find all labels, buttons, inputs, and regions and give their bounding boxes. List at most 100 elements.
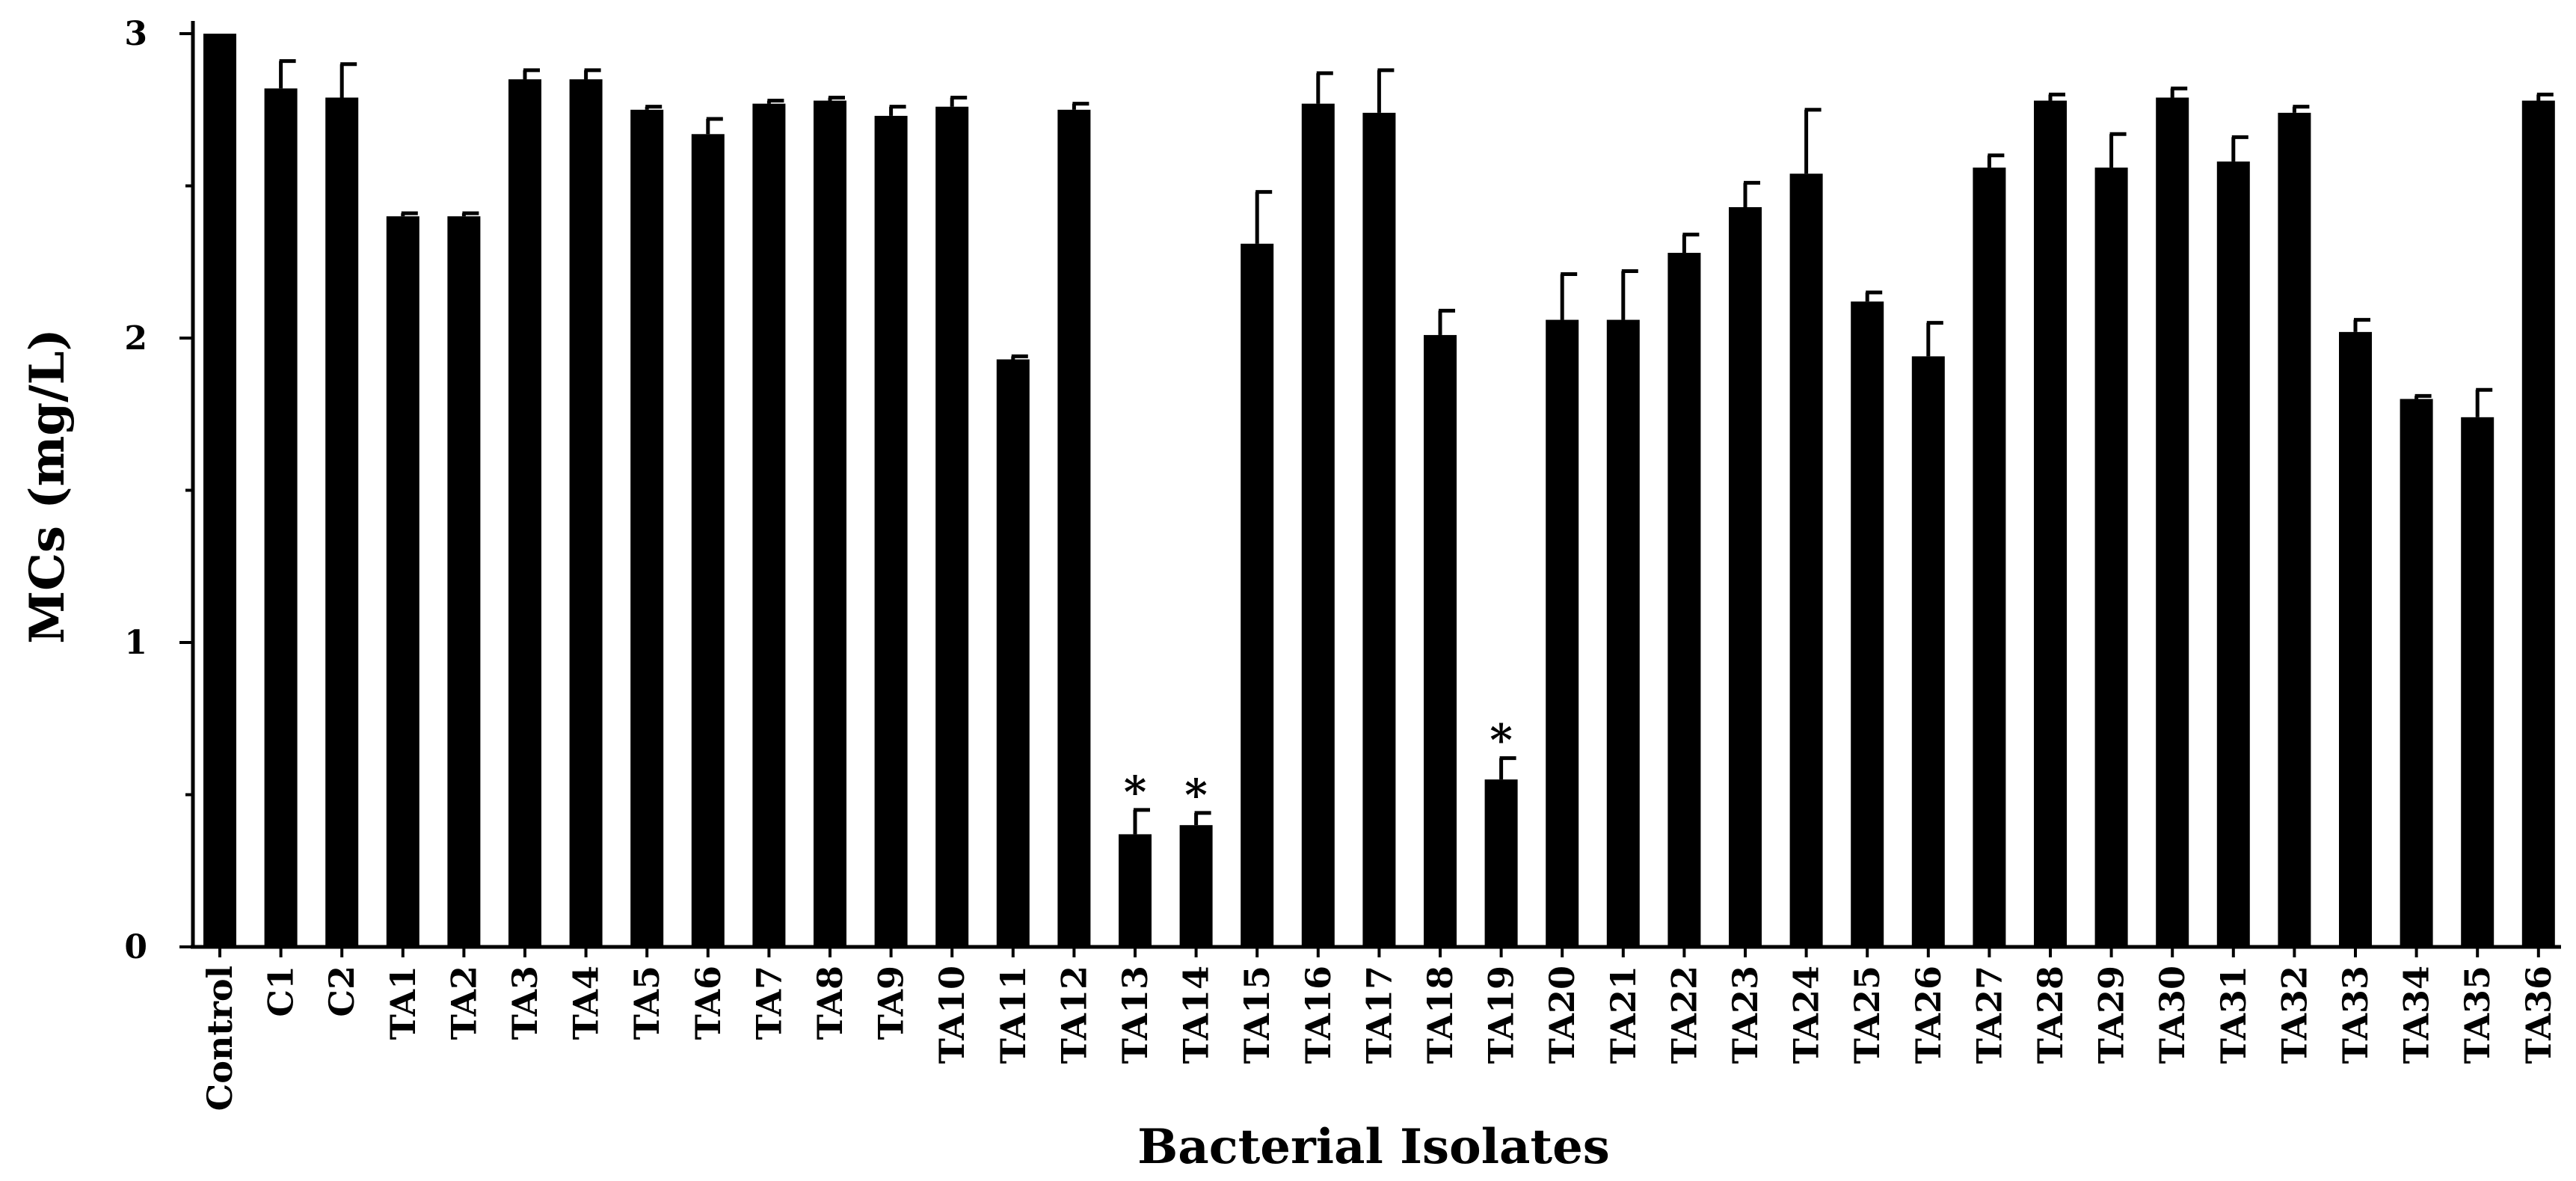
bar-ta22	[1667, 253, 1701, 947]
x-tick-label-ta19: TA19	[1481, 966, 1522, 1064]
bar-ta10	[935, 106, 969, 948]
significance-star-ta13: *	[1124, 767, 1146, 818]
significance-markers-group: * * *	[1124, 715, 1513, 820]
error-bar-ta18	[1438, 308, 1455, 335]
x-tick-label-ta17: TA17	[1359, 966, 1399, 1064]
bar-ta30	[2156, 97, 2189, 948]
bar-ta12	[1057, 109, 1091, 947]
error-bar-ta22	[1682, 233, 1700, 254]
error-bar-ta17	[1377, 68, 1395, 113]
error-bar-ta25	[1865, 290, 1883, 302]
x-tick-label-ta33: TA33	[2335, 966, 2376, 1064]
bar-ta4	[569, 79, 603, 947]
error-bar-ta2	[461, 211, 479, 217]
error-bar-ta13	[1133, 808, 1150, 835]
bar-ta7	[752, 103, 786, 948]
error-bar-ta6	[706, 117, 723, 135]
error-bar-ta12	[1072, 102, 1089, 110]
bar-ta26	[1911, 356, 1945, 947]
x-tick-label-ta4: TA4	[566, 966, 606, 1040]
bar-ta29	[2094, 168, 2128, 948]
x-tick-label-ta7: TA7	[748, 966, 789, 1040]
x-tick-label-ta2: TA2	[443, 966, 484, 1040]
bar-ta1	[386, 216, 419, 947]
x-tick-label-ta26: TA26	[1908, 966, 1949, 1064]
x-tick-label-ta16: TA16	[1298, 966, 1338, 1064]
bar-ta19	[1484, 779, 1518, 947]
error-bar-ta9	[889, 105, 906, 116]
x-tick-label-ta5: TA5	[627, 966, 667, 1040]
bar-ta6	[691, 134, 725, 947]
x-tick-label-ta14: TA14	[1176, 966, 1217, 1064]
x-tick-label-ta23: TA23	[1725, 966, 1765, 1064]
error-bar-ta3	[523, 68, 540, 80]
x-tick-label-ta27: TA27	[1969, 966, 2009, 1064]
error-bar-ta23	[1743, 180, 1760, 207]
error-bar-ta33	[2353, 318, 2370, 332]
x-tick-label-ta28: TA28	[2030, 966, 2071, 1064]
x-tick-label-ta32: TA32	[2274, 966, 2314, 1064]
y-tick-label: 1	[124, 624, 147, 662]
bar-ta13	[1119, 834, 1152, 947]
bar-ta2	[447, 216, 481, 947]
x-tick-label-ta29: TA29	[2091, 966, 2132, 1064]
bar-ta18	[1424, 334, 1457, 947]
x-tick-label-c1: C1	[261, 966, 301, 1017]
error-bar-ta5	[645, 105, 663, 110]
bar-ta3	[508, 79, 541, 947]
bar-ta36	[2521, 100, 2555, 947]
x-tick-label-ta6: TA6	[688, 966, 728, 1040]
bar-ta31	[2216, 161, 2250, 948]
bar-c2	[325, 97, 359, 948]
x-tick-label-ta31: TA31	[2213, 966, 2254, 1064]
bar-ta23	[1729, 206, 1762, 947]
bar-ta9	[874, 115, 908, 947]
x-tick-labels-group: Control C1 C2 TA1 TA2 TA3 TA4 TA5 TA6 TA7 TA8 TA9 TA…	[200, 947, 2559, 1111]
error-bar-ta7	[766, 99, 784, 104]
error-bar-ta20	[1560, 272, 1578, 320]
bar-ta27	[1973, 168, 2006, 948]
y-ticks-group: 0 1 2 3	[124, 15, 193, 966]
x-tick-label-ta1: TA1	[383, 966, 423, 1040]
bar-ta5	[630, 109, 664, 947]
error-bar-ta29	[2109, 132, 2127, 168]
error-bar-ta35	[2475, 387, 2493, 417]
error-bar-ta27	[1987, 153, 2005, 168]
bar-ta35	[2461, 417, 2494, 947]
error-bar-c1	[279, 59, 296, 89]
bar-ta21	[1606, 319, 1640, 948]
x-tick-label-control: Control	[200, 966, 240, 1111]
bar-ta33	[2339, 331, 2372, 947]
error-bar-ta26	[1926, 321, 1943, 357]
bar-ta32	[2278, 112, 2311, 947]
bar-ta15	[1241, 243, 1274, 948]
bar-c1	[264, 88, 298, 947]
bar-ta34	[2400, 399, 2433, 947]
error-bar-ta11	[1011, 354, 1028, 360]
x-tick-label-ta21: TA21	[1603, 966, 1644, 1064]
x-tick-label-ta36: TA36	[2518, 966, 2559, 1064]
bar-ta16	[1301, 103, 1335, 948]
error-bar-ta10	[950, 95, 968, 107]
x-tick-label-ta22: TA22	[1664, 966, 1704, 1064]
x-tick-label-ta35: TA35	[2457, 966, 2497, 1064]
y-tick-label: 2	[124, 319, 147, 358]
error-bar-ta16	[1316, 71, 1333, 104]
x-tick-label-ta10: TA10	[932, 966, 972, 1064]
bars-group	[203, 34, 2555, 948]
error-bar-ta31	[2231, 135, 2248, 162]
x-tick-label-ta12: TA12	[1054, 966, 1094, 1064]
bar-ta28	[2034, 100, 2067, 947]
x-tick-label-ta13: TA13	[1115, 966, 1155, 1064]
error-bar-ta21	[1621, 269, 1638, 320]
bar-control	[203, 34, 236, 947]
error-bar-ta28	[2048, 92, 2065, 101]
bar-ta14	[1179, 825, 1213, 947]
error-bar-ta15	[1255, 190, 1273, 244]
x-tick-label-ta30: TA30	[2152, 966, 2192, 1064]
error-bars-group	[279, 59, 2554, 835]
bar-ta25	[1851, 301, 1884, 947]
x-tick-label-ta25: TA25	[1847, 966, 1887, 1064]
error-bar-ta8	[828, 95, 845, 101]
significance-star-ta19: *	[1490, 715, 1512, 766]
